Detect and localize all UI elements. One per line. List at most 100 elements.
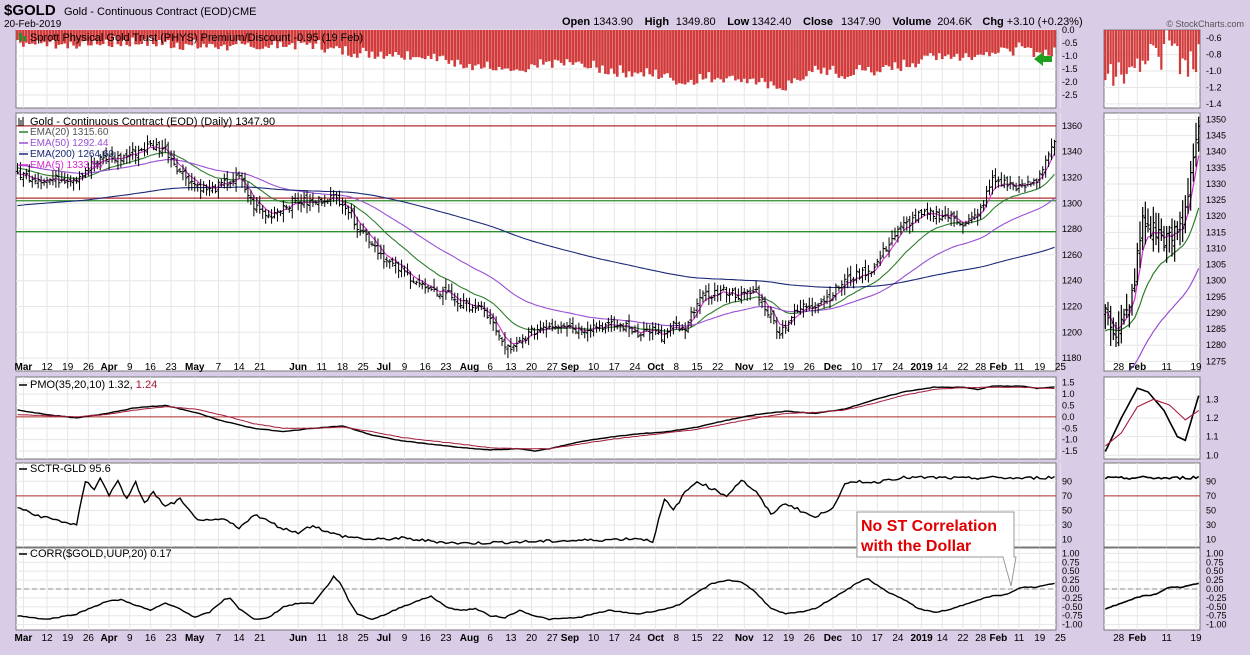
- x-tick-label: 25: [1055, 362, 1067, 373]
- ohlc-bar: [127, 146, 132, 164]
- ohlc-bar: [464, 297, 469, 312]
- premium-bar: [716, 30, 720, 78]
- premium-bar: [293, 30, 297, 50]
- ohlc-label: Low: [727, 16, 749, 28]
- premium-bar: [347, 30, 350, 56]
- ohlc-bar: [872, 262, 877, 275]
- premium-bar: [586, 30, 590, 69]
- y-tick-label: -0.50: [1062, 602, 1083, 612]
- premium-bar: [843, 30, 847, 79]
- ohlc-bar: [854, 264, 859, 284]
- ohlc-bar: [922, 208, 927, 216]
- premium-bar: [737, 30, 740, 80]
- premium-zoom-bar: [1133, 30, 1136, 69]
- x-tick-label: 22: [957, 362, 969, 373]
- premium-bar: [692, 30, 696, 85]
- x-tick-label: Oct: [647, 362, 664, 373]
- x-tick-label: 27: [547, 633, 559, 644]
- ohlc-bar: [308, 194, 312, 212]
- ohlc-bar: [674, 316, 679, 330]
- ohlc-bar: [33, 173, 38, 185]
- ohlc-bar: [172, 150, 176, 166]
- ohlc-bar: [692, 307, 696, 319]
- ohlc-bar: [766, 306, 770, 318]
- y-tick-label: 1285: [1206, 324, 1226, 334]
- premium-bar: [361, 30, 365, 48]
- premium-bar: [249, 30, 253, 47]
- y-tick-label: -0.25: [1206, 593, 1227, 603]
- premium-bar: [757, 30, 761, 83]
- y-tick-label: -1.5: [1062, 64, 1078, 74]
- ohlc-bar: [571, 317, 575, 334]
- ohlc-bar: [1049, 138, 1054, 161]
- ohlc-bar: [175, 158, 179, 175]
- premium-bar: [471, 30, 474, 71]
- premium-bar: [326, 30, 330, 49]
- ohlc-bar: [254, 196, 259, 213]
- premium-bar: [568, 30, 572, 63]
- premium-bar: [75, 30, 78, 49]
- premium-bar: [329, 30, 332, 48]
- ohlc-bar: [568, 318, 572, 329]
- indicator-line: [17, 475, 1055, 545]
- y-tick-label: 1360: [1062, 121, 1082, 131]
- premium-bar: [480, 30, 483, 69]
- ohlc-bar: [246, 181, 250, 203]
- ohlc-bar: [739, 285, 744, 304]
- premium-bar: [748, 30, 752, 80]
- premium-zoom-bar: [1162, 30, 1166, 44]
- x-tick-label: 19: [62, 633, 74, 644]
- ohlc-bar: [763, 296, 767, 317]
- premium-bar: [382, 30, 386, 59]
- ohlc-bar: [252, 195, 256, 217]
- premium-bar: [867, 30, 870, 67]
- ohlc-bar: [810, 297, 815, 317]
- ohlc-bar: [541, 322, 546, 334]
- premium-zoom-bar: [1141, 30, 1144, 61]
- main-panel-bg: [15, 112, 1057, 372]
- premium-bar: [323, 30, 327, 53]
- ohlc-bar: [417, 274, 422, 288]
- ohlc-bar: [1037, 170, 1042, 189]
- ohlc-bar: [317, 195, 321, 213]
- x-tick-label: 11: [1161, 633, 1172, 644]
- premium-bar: [790, 30, 793, 84]
- x-tick-label: 19: [62, 362, 74, 373]
- ohlc-bar: [547, 322, 552, 330]
- premium-bar: [979, 30, 982, 55]
- premium-zoom-bar: [1176, 30, 1179, 47]
- ohlc-zoom-bar: [1117, 311, 1121, 347]
- premium-zoom-bar: [1194, 30, 1198, 73]
- ohlc-zoom-bar: [1197, 116, 1200, 152]
- ohlc-bar: [786, 320, 791, 332]
- ohlc-bar: [704, 285, 708, 302]
- premium-bar: [976, 30, 980, 55]
- ohlc-bar: [343, 199, 348, 216]
- ohlc-bar: [157, 141, 162, 158]
- ohlc-bar: [730, 287, 735, 296]
- y-tick-label: 1320: [1062, 173, 1082, 183]
- ohlc-bar: [74, 176, 79, 184]
- ohlc-bar: [952, 211, 956, 227]
- ohlc-bar: [887, 237, 891, 258]
- ohlc-bar: [51, 170, 55, 186]
- premium-bar: [423, 30, 427, 60]
- symbol-label: $GOLD: [4, 2, 56, 19]
- ohlc-readout: Open 1343.90 High 1349.80 Low 1342.40 Close 134…: [562, 16, 1083, 28]
- premium-zoom-bar: [1109, 30, 1112, 65]
- ohlc-bar: [577, 322, 581, 339]
- ohlc-bar: [27, 164, 32, 183]
- premium-bar: [417, 30, 421, 58]
- premium-bar: [881, 30, 885, 67]
- ohlc-bar: [1017, 175, 1021, 193]
- premium-bar: [367, 30, 371, 58]
- ohlc-bar: [857, 268, 862, 280]
- premium-bar: [949, 30, 953, 59]
- premium-bar: [805, 30, 808, 77]
- y-tick-label: 1.00: [1206, 548, 1224, 558]
- premium-bar: [282, 30, 285, 47]
- premium-zoom-bar: [1136, 30, 1139, 59]
- premium-bar: [769, 30, 773, 82]
- premium-bar: [60, 30, 64, 45]
